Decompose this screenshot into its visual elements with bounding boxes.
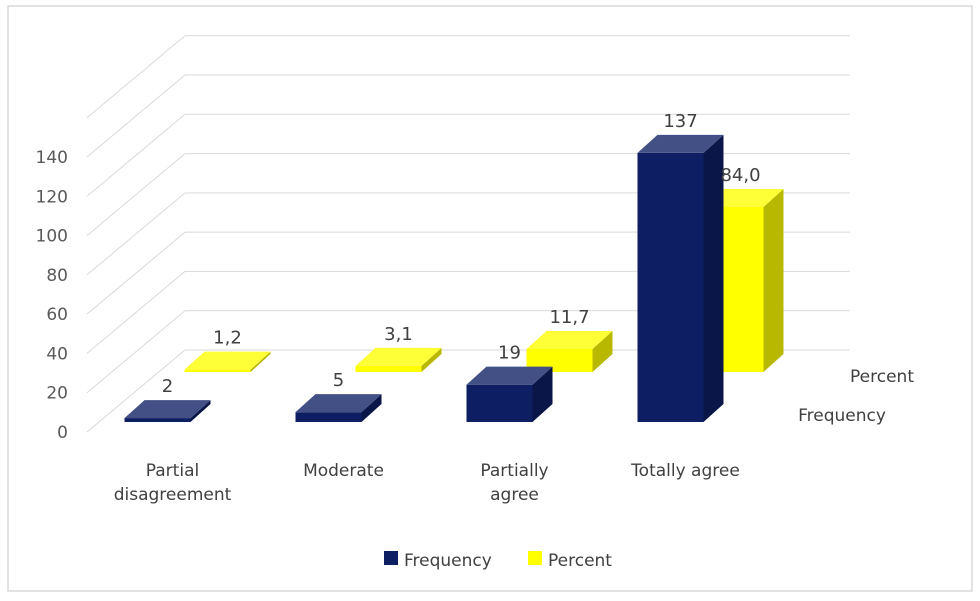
chart-border (7, 5, 973, 592)
gridline-side (86, 153, 186, 236)
bar-front-face (124, 418, 191, 422)
bar-front-face (295, 412, 362, 422)
bar-top-face (526, 331, 613, 350)
gridline-side (86, 192, 186, 276)
gridline-side (86, 74, 186, 158)
y-tick-label: 0 (57, 423, 68, 443)
bar-side-face (421, 347, 442, 372)
legend-label: Frequency (404, 551, 492, 571)
bar-front-face (466, 384, 533, 422)
legend-swatch (384, 551, 398, 565)
legend-swatch (528, 551, 542, 565)
data-label: 11,7 (549, 307, 589, 328)
bar-top-face (355, 347, 442, 366)
data-label: 137 (663, 111, 697, 132)
bar-top-face (124, 400, 211, 419)
bar-side-face (703, 134, 724, 422)
gridline-side (86, 113, 186, 197)
y-tick-label: 100 (36, 227, 68, 247)
bar-front-face (526, 349, 593, 372)
bar-front-face (637, 152, 704, 422)
gridline-side (86, 349, 186, 433)
bar-front-face (184, 369, 251, 372)
bar-front-face (355, 365, 422, 372)
bar-side-face (532, 366, 553, 422)
data-label: 3,1 (384, 324, 413, 345)
category-label: Partial (146, 461, 199, 481)
y-tick-label: 20 (46, 384, 68, 404)
data-label: 19 (498, 343, 521, 364)
gridline-side (86, 310, 186, 394)
data-labels: 1,2 3,1 11,7 84,0 2 5 19 137 (162, 111, 761, 397)
x-axis-categories: Partial disagreement Moderate Partially agre… (114, 461, 740, 505)
data-label: 1,2 (213, 328, 242, 349)
legend: Frequency Percent (384, 551, 612, 571)
bar-frequency (295, 394, 382, 422)
y-tick-label: 120 (36, 187, 68, 207)
bar-side-face (592, 331, 613, 372)
category-label: agree (490, 485, 539, 505)
y-tick-label: 140 (36, 148, 68, 168)
data-label: 84,0 (720, 165, 760, 186)
bar-frequency (124, 400, 211, 422)
category-label: Moderate (303, 461, 384, 481)
gridline-side (86, 35, 186, 119)
gridline-side (86, 271, 186, 354)
data-label: 5 (333, 370, 344, 391)
bar-side-face (763, 189, 784, 372)
bar-top-face (184, 351, 271, 370)
gridline-side (86, 231, 186, 315)
bar-side-face (361, 394, 382, 422)
bar-top-face (295, 394, 382, 413)
y-axis-ticks: 0 20 40 60 80 100 120 140 (36, 148, 68, 443)
y-tick-label: 80 (46, 266, 68, 286)
bar-top-face (637, 134, 724, 153)
bar-percent (355, 347, 442, 372)
category-label: Totally agree (630, 461, 740, 481)
category-label: disagreement (114, 485, 232, 505)
y-tick-label: 40 (46, 344, 68, 364)
y-tick-label: 60 (46, 305, 68, 325)
bar-top-face (466, 366, 553, 385)
depth-axis-label: Frequency (798, 406, 886, 426)
depth-axis-labels: Frequency Percent (798, 367, 914, 426)
bar-frequency (466, 366, 553, 422)
bar-percent (526, 331, 613, 372)
bars (124, 134, 784, 422)
bar-percent (184, 351, 271, 372)
bar-side-face (190, 400, 211, 422)
depth-axis-label: Percent (850, 367, 914, 387)
category-label: Partially (480, 461, 548, 481)
bar-frequency (637, 134, 724, 422)
data-label: 2 (162, 376, 173, 397)
bar-side-face (250, 351, 271, 372)
legend-label: Percent (548, 551, 612, 571)
